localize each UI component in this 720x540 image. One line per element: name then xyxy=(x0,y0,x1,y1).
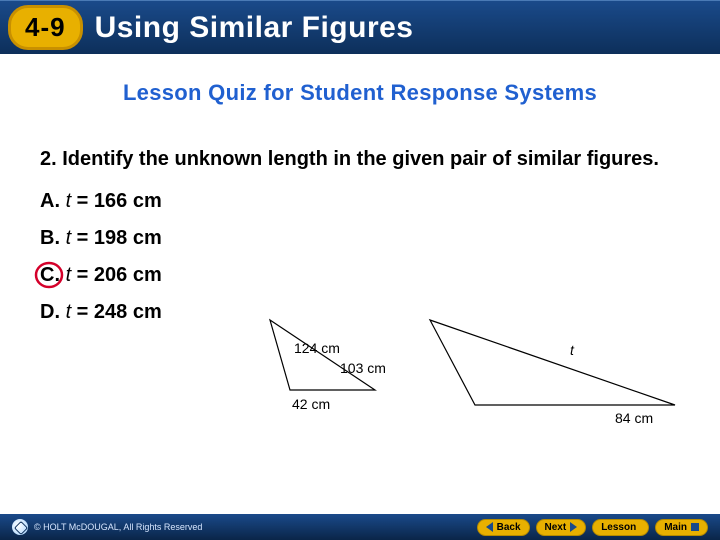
answer-choices: A. t = 166 cm B. t = 198 cm C. t = 206 c… xyxy=(40,190,680,324)
choice-a[interactable]: A. t = 166 cm xyxy=(40,190,680,213)
header-bar: 4-9 Using Similar Figures xyxy=(0,0,720,54)
label-large-top: t xyxy=(570,342,574,358)
page-subtitle: Lesson Quiz for Student Response Systems xyxy=(0,80,720,106)
next-button[interactable]: Next xyxy=(536,519,587,536)
holt-logo-icon xyxy=(12,519,28,535)
label-small-top: 124 cm xyxy=(294,340,340,356)
choice-value: = 166 cm xyxy=(71,190,162,212)
nav-label: Main xyxy=(664,522,687,533)
label-small-bottom: 42 cm xyxy=(292,396,330,412)
choice-value: = 206 cm xyxy=(71,264,162,286)
choice-letter: A. xyxy=(40,190,60,212)
content-area: 2. Identify the unknown length in the gi… xyxy=(0,146,720,324)
back-button[interactable]: Back xyxy=(477,519,530,536)
lesson-title: Using Similar Figures xyxy=(95,11,414,45)
label-large-bottom: 84 cm xyxy=(615,410,653,426)
choice-letter: B. xyxy=(40,227,60,249)
choice-b[interactable]: B. t = 198 cm xyxy=(40,227,680,250)
choice-value: = 198 cm xyxy=(71,227,162,249)
question-number: 2. xyxy=(40,148,57,170)
nav-label: Lesson xyxy=(601,522,636,533)
copyright-text: © HOLT McDOUGAL, All Rights Reserved xyxy=(34,522,202,532)
chevron-left-icon xyxy=(486,522,493,532)
triangles-svg xyxy=(260,310,700,450)
copyright-block: © HOLT McDOUGAL, All Rights Reserved xyxy=(12,519,202,535)
choice-letter: C. xyxy=(40,264,60,286)
choice-letter: D. xyxy=(40,301,60,323)
choice-c[interactable]: C. t = 206 cm xyxy=(40,264,680,287)
nav-label: Back xyxy=(497,522,521,533)
label-small-right: 103 cm xyxy=(340,360,386,376)
nav-label: Next xyxy=(545,522,567,533)
large-triangle xyxy=(430,320,675,405)
choice-value: = 248 cm xyxy=(71,301,162,323)
similar-figures-diagram: 124 cm 103 cm 42 cm t 84 cm xyxy=(260,310,700,450)
footer-bar: © HOLT McDOUGAL, All Rights Reserved Bac… xyxy=(0,514,720,540)
question-body: Identify the unknown length in the given… xyxy=(62,148,659,170)
lesson-button[interactable]: Lesson xyxy=(592,519,649,536)
question-text: 2. Identify the unknown length in the gi… xyxy=(40,146,680,172)
square-icon xyxy=(691,523,699,531)
chevron-right-icon xyxy=(570,522,577,532)
main-button[interactable]: Main xyxy=(655,519,708,536)
nav-buttons: Back Next Lesson Main xyxy=(477,519,708,536)
lesson-badge: 4-9 xyxy=(8,5,83,50)
